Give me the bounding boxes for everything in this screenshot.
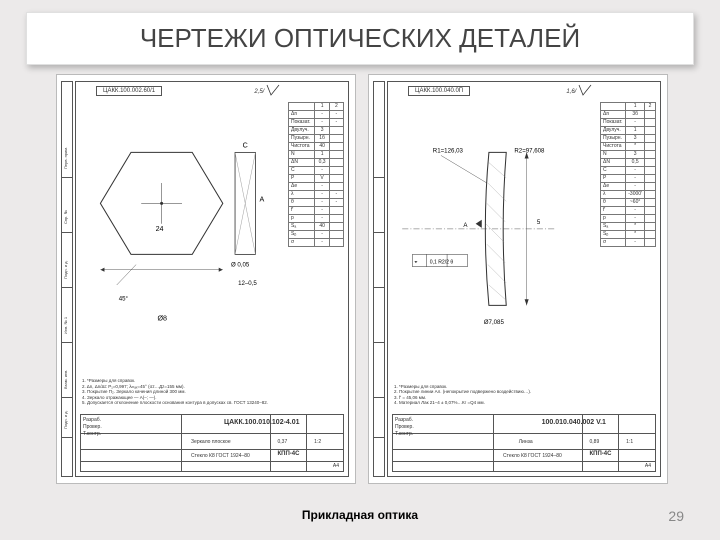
frame: ЦАКК.100.040.0П 1,6/ (387, 81, 661, 477)
svg-text:⌖: ⌖ (414, 260, 417, 266)
optical-params-table: 12 Δn3б Показат.- Двулуч.1 Пузырн.3 Чист… (600, 102, 656, 247)
optical-params-table: 12 Δn-- Показат.-- Двулуч.3 Пузырн.1б Чи… (288, 102, 344, 247)
drawing-number: ЦАКК.100.040.0П (408, 86, 470, 96)
title-block: Разраб. Провер. Т.контр. ЦАКК.100.010.10… (80, 414, 344, 472)
drawings-row: Перв. прим. Спр. № Подп. и д. Инв. № 1 В… (56, 74, 668, 484)
dim-c: С (243, 141, 248, 149)
svg-text:Ø 0,05: Ø 0,05 (231, 262, 250, 269)
svg-text:R1=126,03: R1=126,03 (433, 147, 464, 154)
dim-a: А (260, 195, 265, 203)
svg-text:Ø7,085: Ø7,085 (484, 319, 505, 326)
hexagon-drawing: С А 24 Ø 0,05 45° Ø8 12–0,5 (80, 102, 284, 366)
lens-drawing: R1=126,03 R2=97,608 А 5 Ø7,085 ⌖ 0,1 R2/… (392, 102, 596, 366)
side-strip: Перв. прим. Спр. № Подп. и д. Инв. № 1 В… (61, 81, 73, 477)
frame: ЦАКК.100.002.60/1 2,5/ С (75, 81, 349, 477)
surface-finish-mark: 1,6/ (566, 84, 592, 96)
technical-notes: 1. *Размеры для справок. 2. Покрытие лин… (394, 384, 596, 407)
slide-title: ЧЕРТЕЖИ ОПТИЧЕСКИХ ДЕТАЛЕЙ (26, 12, 694, 65)
svg-text:45°: 45° (119, 295, 129, 302)
svg-text:0,1 R2/2 θ: 0,1 R2/2 θ (430, 260, 454, 266)
page-number: 29 (668, 508, 684, 524)
technical-notes: 1. *Размеры для справок. 2. Δn, Δn/Δt: P… (82, 378, 284, 406)
svg-text:24: 24 (156, 225, 164, 233)
geometry-area: R1=126,03 R2=97,608 А 5 Ø7,085 ⌖ 0,1 R2/… (392, 102, 596, 366)
footer-caption: Прикладная оптика (0, 508, 720, 522)
drawing-number: ЦАКК.100.002.60/1 (96, 86, 162, 96)
geometry-area: С А 24 Ø 0,05 45° Ø8 12–0,5 (80, 102, 284, 366)
title-block: Разраб. Провер. Т.контр. 100.010.040.002… (392, 414, 656, 472)
sheet-left: Перв. прим. Спр. № Подп. и д. Инв. № 1 В… (56, 74, 356, 484)
side-strip (373, 81, 385, 477)
sheet-right: ЦАКК.100.040.0П 1,6/ (368, 74, 668, 484)
svg-text:5: 5 (537, 219, 541, 226)
svg-text:12–0,5: 12–0,5 (238, 280, 257, 287)
svg-text:Ø8: Ø8 (158, 315, 168, 323)
svg-text:А: А (463, 222, 468, 229)
svg-text:R2=97,608: R2=97,608 (514, 147, 545, 154)
surface-finish-mark: 2,5/ (254, 84, 280, 96)
